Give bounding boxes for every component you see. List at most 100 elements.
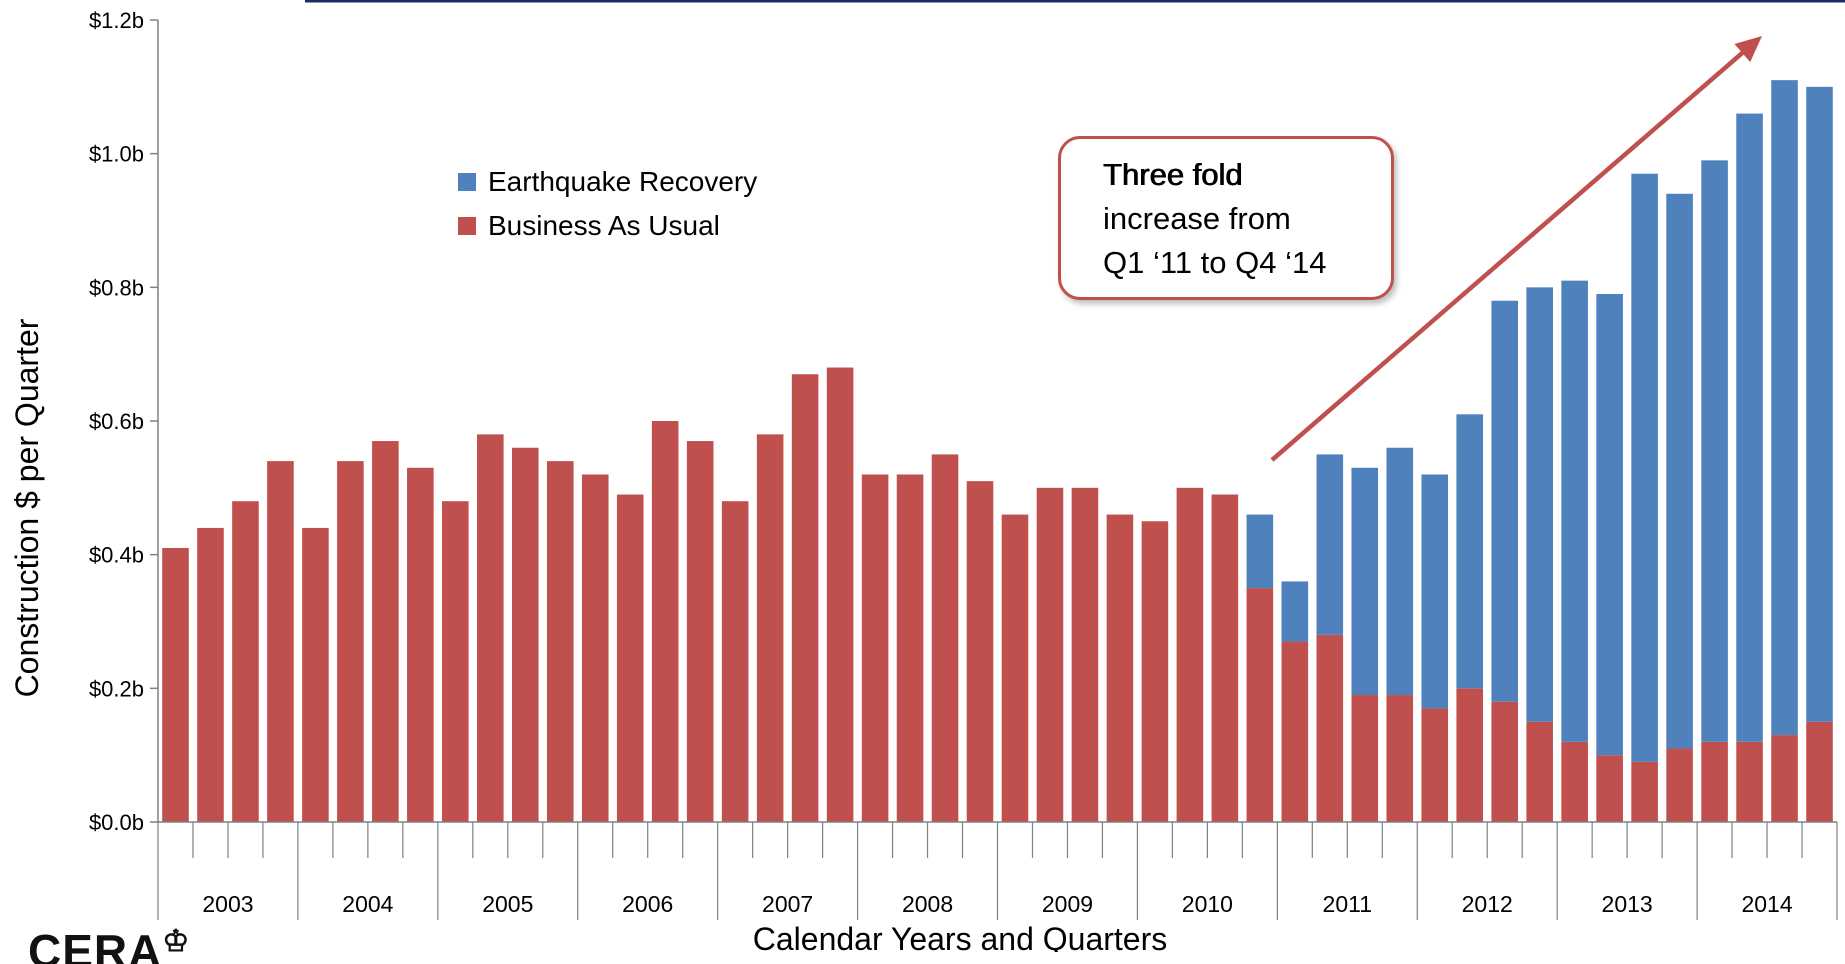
bar-earthquake-recovery <box>1701 160 1728 742</box>
arrow-shaft <box>1270 46 1750 462</box>
bar-earthquake-recovery <box>1316 454 1344 635</box>
x-year-label: 2010 <box>1182 891 1233 917</box>
bar-earthquake-recovery <box>1526 287 1553 722</box>
x-axis-label: Calendar Years and Quarters <box>753 921 1167 952</box>
y-axis: $0.0b $0.2b $0.4b $0.6b $0.8b $1.0b $1.2b <box>89 8 159 835</box>
bar-business-as-usual <box>1246 588 1274 822</box>
crest-icon: ♔ <box>162 925 191 958</box>
y-tick-label: $0.0b <box>89 810 144 835</box>
x-year-label: 2006 <box>622 891 673 917</box>
bar-earthquake-recovery <box>1806 86 1833 722</box>
bars <box>162 80 1833 822</box>
bar-business-as-usual <box>372 441 399 822</box>
bar-earthquake-recovery <box>1386 447 1414 696</box>
bar-business-as-usual <box>1281 641 1309 822</box>
bar-business-as-usual <box>1036 487 1064 822</box>
y-axis-label: Construction $ per Quarter <box>9 318 45 697</box>
bar-business-as-usual <box>1596 755 1623 822</box>
annotation-line-2: Q1 ‘11 to Q4 ‘14 <box>1103 245 1327 280</box>
x-year-label: 2007 <box>762 891 813 917</box>
bar-business-as-usual <box>1701 741 1728 822</box>
y-tick-label: $0.6b <box>89 409 144 434</box>
bar-business-as-usual <box>337 461 364 822</box>
bar-business-as-usual <box>1386 695 1414 822</box>
bar-business-as-usual <box>1771 735 1798 822</box>
bar-business-as-usual <box>1631 761 1658 822</box>
bar-business-as-usual <box>1316 634 1344 822</box>
bar-business-as-usual <box>1071 487 1099 822</box>
bar-business-as-usual <box>197 527 224 822</box>
bar-business-as-usual <box>581 474 609 822</box>
y-tick-label: $0.2b <box>89 676 144 701</box>
bar-business-as-usual <box>861 474 889 822</box>
bar-business-as-usual <box>1456 688 1484 822</box>
bar-business-as-usual <box>511 447 539 822</box>
bar-earthquake-recovery <box>1351 467 1379 696</box>
bar-business-as-usual <box>1491 701 1518 822</box>
y-tick-label: $1.2b <box>89 8 144 33</box>
bar-business-as-usual <box>407 467 434 822</box>
bar-business-as-usual <box>1666 748 1693 822</box>
x-year-label: 2003 <box>202 891 253 917</box>
bar-earthquake-recovery <box>1771 80 1798 736</box>
bar-earthquake-recovery <box>1631 173 1658 762</box>
bar-business-as-usual <box>162 547 189 822</box>
bar-business-as-usual <box>232 501 259 822</box>
bar-business-as-usual <box>1526 721 1553 822</box>
annotation-line-1: increase from <box>1103 201 1291 236</box>
bar-business-as-usual <box>721 501 749 822</box>
x-axis: 2003 2004 2005 2006 2007 2008 2009 2010 2011 2012… <box>157 821 1838 920</box>
bar-business-as-usual <box>1001 514 1029 822</box>
bar-earthquake-recovery <box>1421 474 1449 709</box>
x-year-label: 2009 <box>1042 891 1093 917</box>
x-year-label: 2013 <box>1602 891 1653 917</box>
bar-business-as-usual <box>1176 487 1204 822</box>
x-year-label: 2012 <box>1462 891 1513 917</box>
bar-earthquake-recovery <box>1596 294 1623 756</box>
bar-earthquake-recovery <box>1281 581 1309 642</box>
bar-business-as-usual <box>1806 721 1833 822</box>
legend-label: Earthquake Recovery <box>488 166 757 197</box>
bar-earthquake-recovery <box>1491 300 1518 702</box>
y-tick-label: $0.4b <box>89 543 144 568</box>
legend: Earthquake Recovery Business As Usual <box>458 166 757 241</box>
bar-business-as-usual <box>756 434 784 822</box>
legend-swatch <box>458 217 476 235</box>
bar-business-as-usual <box>546 461 574 822</box>
bar-business-as-usual <box>1141 521 1169 822</box>
x-year-label: 2005 <box>482 891 533 917</box>
bar-business-as-usual <box>1736 741 1763 822</box>
bar-business-as-usual <box>966 481 994 822</box>
bar-business-as-usual <box>1561 741 1588 822</box>
annotation-bold-line: Three fold <box>1103 157 1243 192</box>
y-tick-label: $1.0b <box>89 142 144 167</box>
bar-business-as-usual <box>651 421 679 822</box>
bar-earthquake-recovery <box>1666 193 1693 749</box>
x-year-label: 2011 <box>1323 891 1372 917</box>
bar-business-as-usual <box>477 434 504 822</box>
x-year-label: 2014 <box>1741 891 1792 917</box>
bar-business-as-usual <box>616 494 644 822</box>
bar-earthquake-recovery <box>1456 414 1484 689</box>
bar-earthquake-recovery <box>1736 113 1763 742</box>
trend-arrow <box>1270 36 1762 462</box>
bar-business-as-usual <box>1421 708 1449 822</box>
annotation-callout: Three fold increase from Q1 ‘11 to Q4 ‘1… <box>1058 136 1394 300</box>
bar-business-as-usual <box>686 441 714 822</box>
bar-earthquake-recovery <box>1246 514 1274 589</box>
bar-business-as-usual <box>791 374 819 822</box>
bar-business-as-usual <box>896 474 924 822</box>
x-year-label: 2008 <box>902 891 953 917</box>
legend-label: Business As Usual <box>488 210 720 241</box>
bar-earthquake-recovery <box>1561 280 1588 742</box>
cera-logo: CERA♔ <box>28 924 190 964</box>
arrow-head-icon <box>1734 36 1762 63</box>
bar-business-as-usual <box>826 367 854 822</box>
logo-text: CERA <box>28 925 163 964</box>
bar-business-as-usual <box>1106 514 1134 822</box>
bar-business-as-usual <box>442 501 469 822</box>
bar-business-as-usual <box>302 527 329 822</box>
legend-swatch <box>458 173 476 191</box>
bar-business-as-usual <box>1211 494 1239 822</box>
